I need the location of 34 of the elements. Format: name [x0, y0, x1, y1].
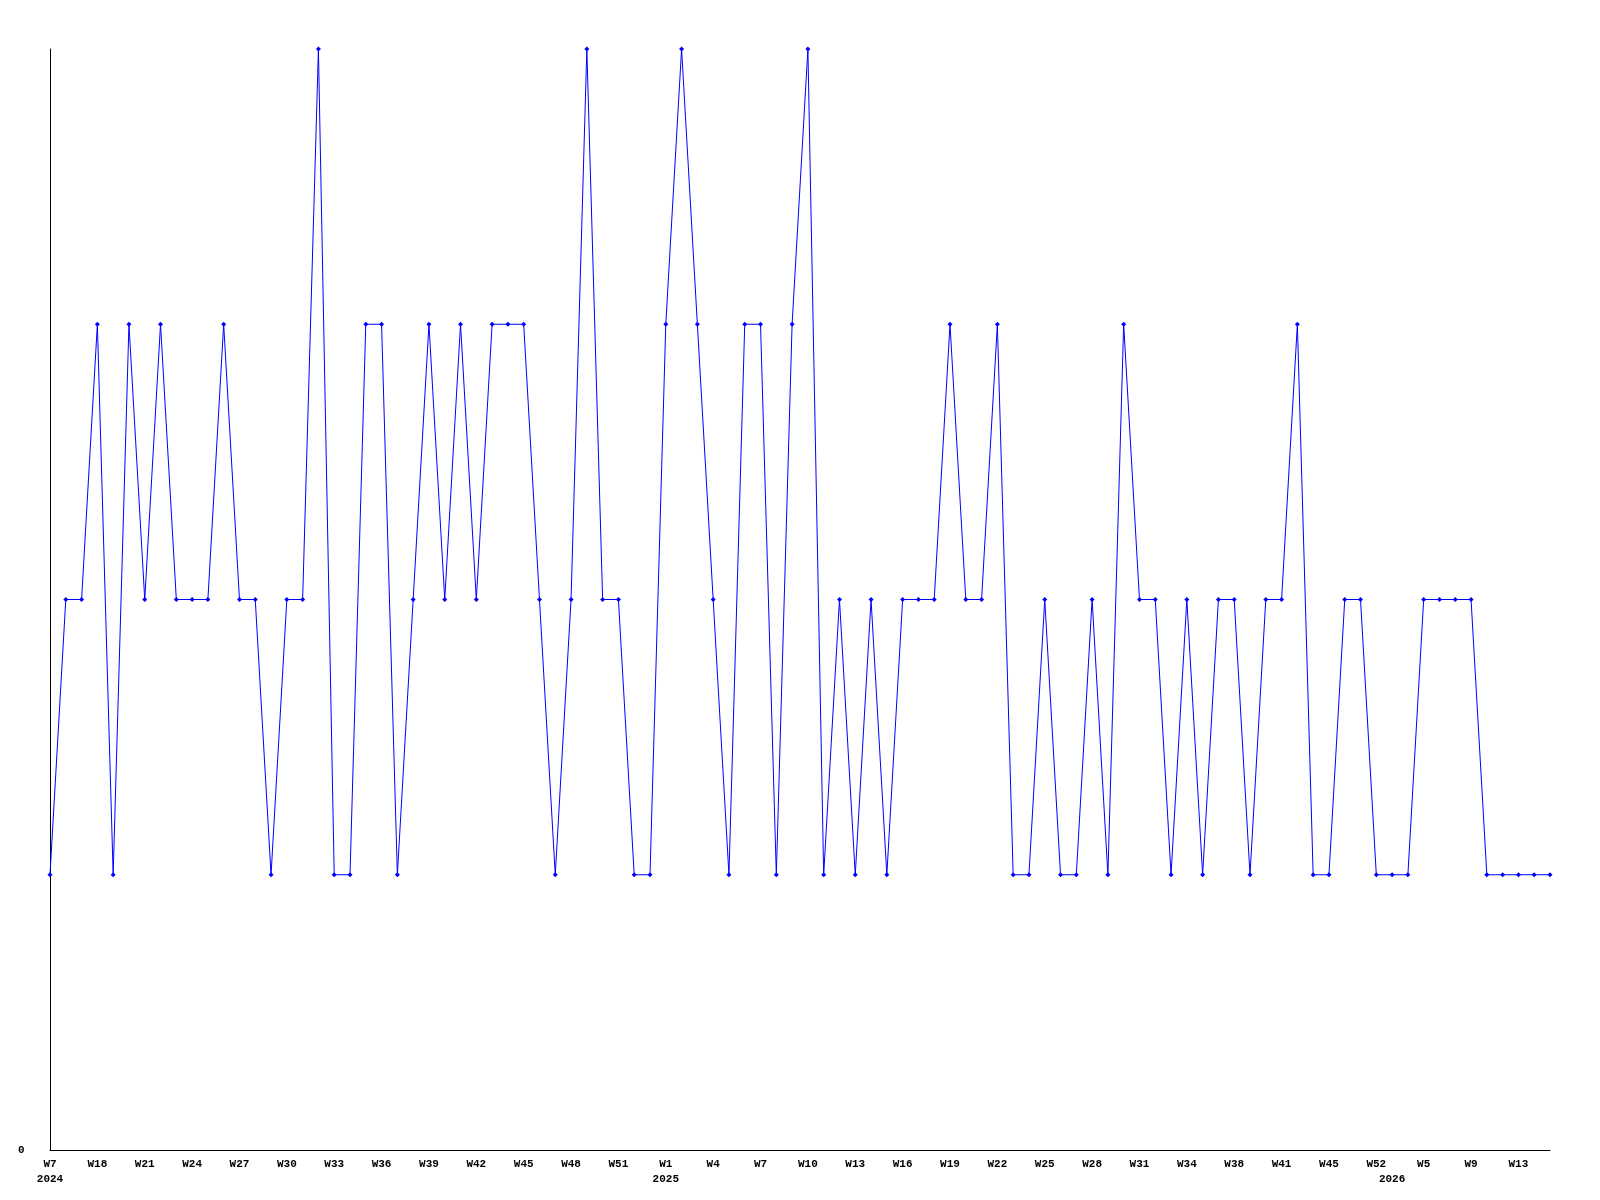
x-tick-label: W30: [276, 1157, 297, 1170]
x-tick-label: W21: [134, 1157, 156, 1170]
x-tick-label: W22: [987, 1157, 1008, 1170]
x-tick-label: W31: [1129, 1157, 1150, 1170]
x-tick-label: W13: [845, 1157, 866, 1170]
x-tick-label: W33: [324, 1157, 345, 1170]
x-tick-label: W25: [1034, 1157, 1056, 1170]
x-tick-label: W19: [940, 1157, 960, 1170]
x-tick-label: W39: [419, 1157, 439, 1170]
x-tick-label: W34: [1176, 1157, 1198, 1170]
x-tick-label: W7: [753, 1157, 768, 1170]
x-tick-label: 2026: [1378, 1172, 1406, 1185]
x-tick-label: W28: [1082, 1157, 1103, 1170]
x-tick-label: W9: [1464, 1157, 1478, 1170]
x-tick-label: W24: [182, 1157, 203, 1170]
x-tick-label: W38: [1224, 1157, 1245, 1170]
x-tick-label: W45: [513, 1157, 534, 1170]
x-tick-label: W36: [371, 1157, 392, 1170]
x-tick-label: W48: [561, 1157, 582, 1170]
x-tick-label: W45: [1319, 1157, 1340, 1170]
text: 0: [18, 1143, 25, 1156]
x-tick-label: W16: [892, 1157, 913, 1170]
x-tick-label: W4: [706, 1157, 721, 1170]
x-tick-label: W51: [608, 1157, 629, 1170]
x-tick-label: W10: [797, 1157, 818, 1170]
x-tick-label: W27: [229, 1157, 250, 1170]
x-tick-label: W5: [1417, 1157, 1431, 1170]
x-tick-label: W13: [1508, 1157, 1529, 1170]
x-tick-label: W18: [87, 1157, 108, 1170]
x-tick-label: W52: [1366, 1157, 1387, 1170]
x-tick-label: W42: [466, 1157, 487, 1170]
x-tick-label: W1 2025: [652, 1157, 680, 1185]
x-tick-label: W7 2024: [36, 1157, 64, 1185]
x-tick-label: W41: [1271, 1157, 1292, 1170]
